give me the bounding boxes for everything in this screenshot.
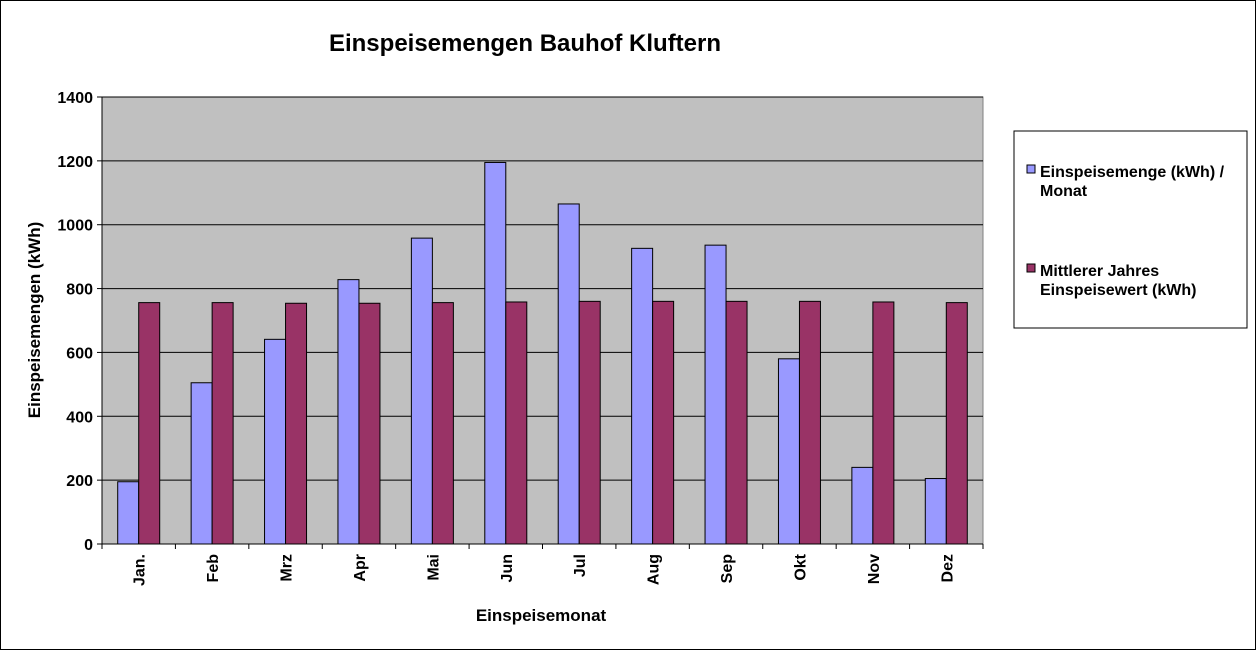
x-tick-label: Jul [572, 554, 589, 577]
x-tick-label: Dez [939, 554, 956, 582]
x-tick-label: Aug [646, 554, 663, 585]
bar-annual-average [798, 300, 821, 545]
legend-swatch-monthly [1026, 164, 1036, 174]
y-tick-label: 600 [66, 345, 93, 362]
chart-title: Einspeisemengen Bauhof Kluftern [329, 30, 721, 57]
bar-annual-average [285, 302, 308, 545]
x-tick-label: Sep [719, 554, 736, 584]
bar-annual-average [431, 302, 454, 545]
y-tick-label: 1000 [57, 218, 93, 235]
legend-label-line: Monat [1040, 183, 1088, 200]
x-tick-label: Mai [425, 554, 442, 581]
x-tick-label: Jan. [132, 554, 149, 586]
plot-background [101, 96, 984, 545]
y-tick-label: 800 [66, 282, 93, 299]
bar-annual-average [138, 302, 161, 545]
x-tick-label: Apr [352, 554, 369, 582]
x-tick-label: Mrz [279, 554, 296, 582]
legend-box [1013, 130, 1248, 329]
bar-annual-average [725, 300, 748, 545]
bar-monthly-feed-in [264, 338, 287, 545]
legend-label-line: Einspeisemenge (kWh) / [1040, 164, 1225, 181]
bar-monthly-feed-in [924, 478, 947, 545]
legend: Einspeisemenge (kWh) / Monat Mittlerer Jah… [1013, 130, 1248, 329]
bar-monthly-feed-in [557, 203, 580, 545]
y-tick-label: 1400 [57, 90, 93, 107]
y-tick-label: 200 [66, 473, 93, 490]
y-tick-label: 1200 [57, 154, 93, 171]
x-tick-label: Okt [792, 553, 809, 580]
bar-annual-average [872, 301, 895, 545]
bar-monthly-feed-in [190, 382, 213, 545]
bar-monthly-feed-in [777, 358, 800, 545]
x-axis-title: Einspeisemonat [476, 606, 607, 625]
legend-label-line: Einspeisewert (kWh) [1040, 282, 1196, 299]
legend-swatch-average [1026, 263, 1036, 273]
bar-annual-average [505, 301, 528, 545]
bar-annual-average [652, 300, 675, 545]
y-axis-title: Einspeisemengen (kWh) [25, 222, 44, 418]
bar-monthly-feed-in [484, 161, 507, 545]
bar-annual-average [945, 302, 968, 545]
bar-monthly-feed-in [410, 237, 433, 545]
bar-monthly-feed-in [631, 247, 654, 545]
x-tick-label: Nov [866, 554, 883, 584]
legend-label-average: Mittlerer Jahres Einspeisewert (kWh) [1040, 263, 1196, 299]
bar-annual-average [578, 300, 601, 545]
bar-monthly-feed-in [704, 244, 727, 545]
bar-monthly-feed-in [337, 279, 360, 545]
x-tick-label: Feb [205, 554, 222, 583]
plot-area: 0 200 400 600 800 1000 1200 1400 Jan. Feb Mrz Apr Ma… [57, 90, 984, 586]
bar-monthly-feed-in [117, 481, 140, 545]
y-tick-label: 400 [66, 409, 93, 426]
bar-annual-average [358, 302, 381, 545]
bar-monthly-feed-in [851, 466, 874, 545]
legend-label-monthly: Einspeisemenge (kWh) / Monat [1040, 164, 1225, 200]
x-tick-label: Jun [499, 554, 516, 582]
y-tick-label: 0 [84, 537, 93, 554]
legend-label-line: Mittlerer Jahres [1040, 263, 1159, 280]
bar-annual-average [211, 302, 234, 545]
